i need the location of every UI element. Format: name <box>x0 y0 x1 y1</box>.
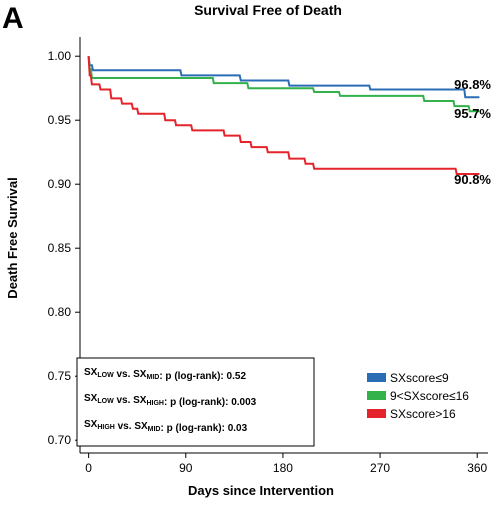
series-line <box>87 56 480 113</box>
stats-row: SXLOW vs. SXMID: p (log-rank): 0.52 <box>84 367 246 382</box>
legend-swatch <box>367 409 386 418</box>
survival-lines <box>87 56 480 175</box>
stats-text: : p (log-rank): 0.52 <box>159 371 246 382</box>
stats-row: SXHIGH vs. SXMID: p (log-rank): 0.03 <box>84 419 248 434</box>
y-tick-label: 0.95 <box>48 113 72 127</box>
legend: SXscore≤9 9<SXscore≤16 SXscore>16 <box>367 371 469 421</box>
series-end-label: 90.8% <box>454 172 491 187</box>
stats-subscript: LOW <box>97 398 114 405</box>
stats-subscript: HIGH <box>146 400 164 407</box>
x-tick-label: 0 <box>85 461 92 475</box>
legend-label: SXscore>16 <box>390 407 456 421</box>
stats-text: vs. <box>114 395 133 406</box>
y-tick-label: 0.80 <box>48 305 72 319</box>
stats-text: SX <box>84 393 98 404</box>
stats-text: SX <box>84 367 98 378</box>
panel-letter: A <box>2 2 24 35</box>
y-tick-label: 0.75 <box>48 369 72 383</box>
series-line <box>87 56 480 99</box>
y-tick-label: 0.70 <box>48 433 72 447</box>
x-ticks: 0 90 180 270 360 <box>85 453 488 475</box>
stats-text: : p (log-rank): 0.03 <box>161 423 248 434</box>
stats-subscript: MID <box>146 374 159 381</box>
stats-row: SXLOW vs. SXHIGH: p (log-rank): 0.003 <box>84 393 257 408</box>
x-tick-label: 360 <box>467 461 487 475</box>
legend-label: SXscore≤9 <box>390 371 449 385</box>
chart-title: Survival Free of Death <box>194 2 342 18</box>
end-labels: 96.8% 95.7% 90.8% <box>454 77 491 187</box>
x-tick-label: 270 <box>370 461 390 475</box>
legend-swatch <box>367 373 386 382</box>
legend-swatch <box>367 391 386 400</box>
stats-text: SX <box>133 395 147 406</box>
series-end-label: 96.8% <box>454 77 491 92</box>
y-ticks: 0.70 0.75 0.80 0.85 0.90 0.95 1.00 <box>48 49 80 447</box>
stats-text: SX <box>134 421 148 432</box>
y-tick-label: 0.85 <box>48 241 72 255</box>
x-tick-label: 180 <box>273 461 293 475</box>
stats-text: SX <box>84 419 98 430</box>
stats-text: vs. <box>114 369 133 380</box>
x-axis-label: Days since Intervention <box>188 483 334 498</box>
x-tick-label: 90 <box>179 461 193 475</box>
stats-text: : p (log-rank): 0.003 <box>164 397 257 408</box>
stats-subscript: LOW <box>97 372 114 379</box>
y-tick-label: 0.90 <box>48 177 72 191</box>
stats-box-border <box>76 357 315 447</box>
stats-text: SX <box>133 369 147 380</box>
y-axis-label: Death Free Survival <box>5 177 20 298</box>
legend-label: 9<SXscore≤16 <box>390 389 469 403</box>
stats-subscript: HIGH <box>97 424 115 431</box>
stats-box: SXLOW vs. SXMID: p (log-rank): 0.52SXLOW… <box>76 357 315 447</box>
stats-subscript: MID <box>148 426 161 433</box>
series-line <box>87 56 480 175</box>
y-tick-label: 1.00 <box>48 49 72 63</box>
series-end-label: 95.7% <box>454 106 491 121</box>
stats-text: vs. <box>115 421 134 432</box>
